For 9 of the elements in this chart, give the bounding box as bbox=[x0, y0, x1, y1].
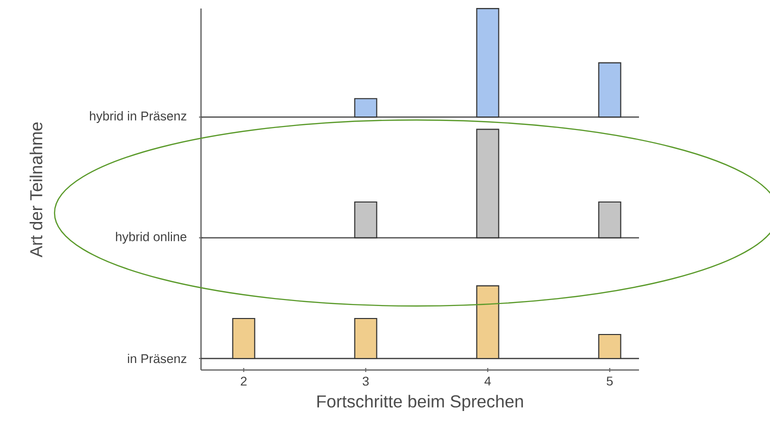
text: in Präsenz bbox=[128, 354, 186, 364]
x-tick-label: 2 bbox=[240, 376, 247, 386]
x-tick-label: 4 bbox=[484, 376, 491, 386]
text: hybrid online bbox=[116, 232, 186, 244]
x-tick-label: 3 bbox=[362, 376, 369, 386]
x-axis-title: Fortschritte beim Sprechen bbox=[317, 394, 523, 411]
y-axis-title: Art der Teilnahme bbox=[30, 122, 42, 258]
x-tick-label: 5 bbox=[606, 376, 613, 386]
text: hybrid in Präsenz bbox=[90, 111, 186, 123]
